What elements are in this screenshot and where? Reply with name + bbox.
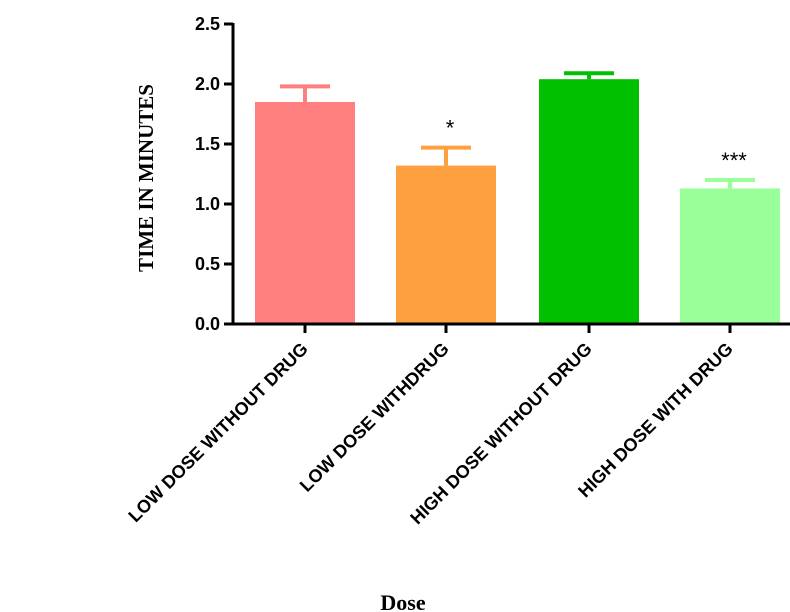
bar <box>255 102 355 324</box>
y-tick-label: 2.0 <box>195 74 220 94</box>
y-tick-label: 2.5 <box>195 14 220 34</box>
y-tick-label: 0.0 <box>195 314 220 334</box>
y-axis-label: TIME IN MINUTES <box>134 84 158 272</box>
bar <box>539 79 639 324</box>
significance-marker: * <box>446 116 455 141</box>
bar <box>680 188 780 324</box>
x-category-label: LOW DOSE WITHDRUG <box>296 339 453 496</box>
y-tick-label: 0.5 <box>195 254 220 274</box>
y-ticks: 0.0 0.5 1.0 1.5 2.0 2.5 <box>195 14 233 334</box>
error-bar <box>280 84 330 102</box>
bars <box>255 79 780 324</box>
x-axis-label: Dose <box>380 590 425 612</box>
bar <box>396 165 496 324</box>
significance-annotations: **** <box>446 116 748 173</box>
x-category-label: HIGH DOSE WITH DRUG <box>574 339 737 502</box>
significance-marker: *** <box>721 148 747 173</box>
error-bar <box>564 71 614 80</box>
error-bar <box>421 145 471 166</box>
error-bar <box>705 178 755 189</box>
y-tick-label: 1.5 <box>195 134 220 154</box>
error-bars <box>280 71 755 189</box>
y-tick-label: 1.0 <box>195 194 220 214</box>
x-category-label: LOW DOSE WITHOUT DRUG <box>124 339 311 526</box>
